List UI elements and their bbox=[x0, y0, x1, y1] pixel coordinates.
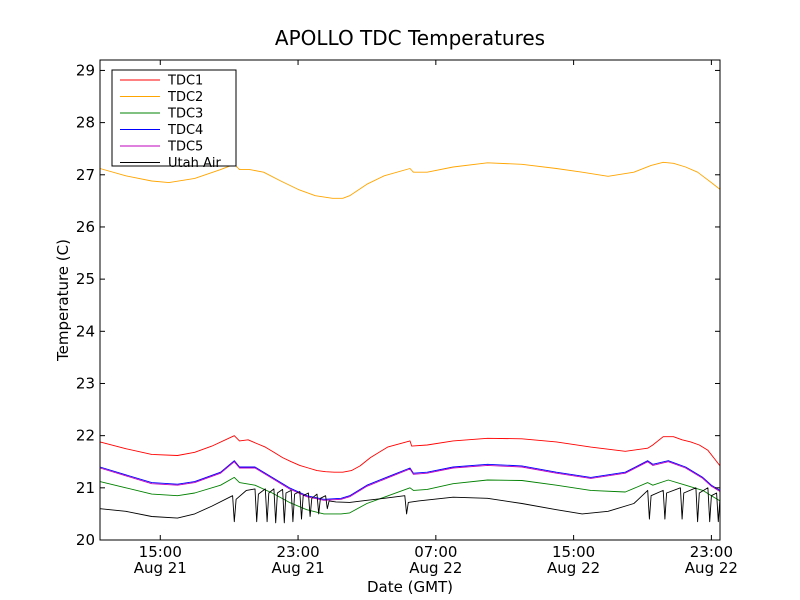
series-line-utah-air bbox=[99, 487, 721, 524]
legend-frame bbox=[111, 69, 237, 167]
y-tick-label: 25 bbox=[76, 270, 95, 288]
legend-label: TDC1 bbox=[167, 74, 203, 89]
x-tick-time-label: 23:00 bbox=[276, 543, 319, 561]
y-tick-label: 26 bbox=[76, 218, 95, 236]
y-tick-label: 28 bbox=[76, 114, 95, 132]
legend-label: Utah Air bbox=[168, 156, 221, 171]
y-tick-label: 22 bbox=[76, 427, 95, 445]
x-tick-date-label: Aug 22 bbox=[547, 559, 600, 577]
y-tick-label: 24 bbox=[76, 322, 95, 340]
y-axis: 20 21 22 23 24 25 26 27 28 29 bbox=[76, 61, 720, 549]
series-line-tdc5 bbox=[99, 461, 721, 501]
x-tick-time-label: 07:00 bbox=[414, 543, 457, 561]
y-tick-label: 21 bbox=[76, 479, 95, 497]
legend-label: TDC5 bbox=[167, 140, 203, 155]
x-axis-label: Date (GMT) bbox=[367, 578, 453, 596]
legend-label: TDC4 bbox=[167, 123, 203, 138]
legend-label: TDC2 bbox=[167, 90, 203, 105]
y-tick-label: 29 bbox=[76, 61, 95, 79]
x-tick-time-label: 23:00 bbox=[690, 543, 733, 561]
series-line-tdc4 bbox=[99, 460, 721, 500]
x-tick-date-label: Aug 21 bbox=[134, 559, 187, 577]
y-axis-label: Temperature (C) bbox=[54, 239, 72, 362]
x-tick-date-label: Aug 21 bbox=[271, 559, 324, 577]
series-line-tdc1 bbox=[99, 435, 721, 473]
x-tick-date-label: Aug 22 bbox=[685, 559, 738, 577]
x-tick-date-label: Aug 22 bbox=[409, 559, 462, 577]
plot-frame bbox=[99, 59, 721, 541]
y-tick-label: 27 bbox=[76, 166, 95, 184]
y-tick-label: 23 bbox=[76, 374, 95, 392]
chart-title: APOLLO TDC Temperatures bbox=[275, 26, 545, 50]
x-tick-time-label: 15:00 bbox=[552, 543, 595, 561]
legend-label: TDC3 bbox=[167, 107, 203, 122]
y-tick-label: 20 bbox=[76, 531, 95, 549]
x-tick-time-label: 15:00 bbox=[139, 543, 182, 561]
series-line-tdc3 bbox=[99, 476, 721, 515]
series-layer bbox=[99, 161, 721, 524]
